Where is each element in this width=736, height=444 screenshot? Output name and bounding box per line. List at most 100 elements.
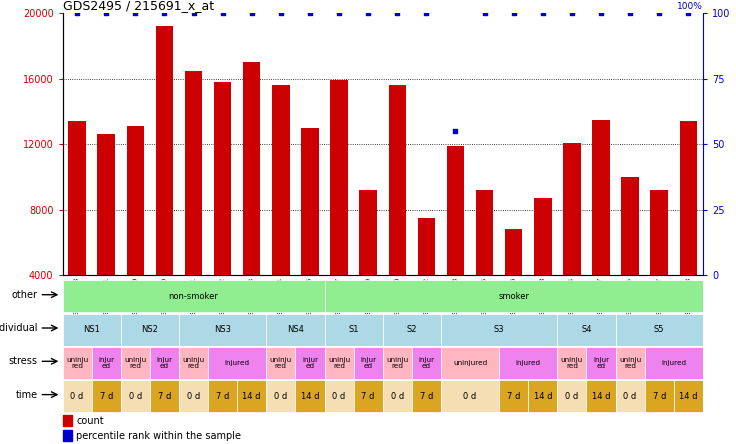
Bar [63, 347, 92, 379]
Text: 7 d: 7 d [99, 392, 113, 401]
Bar [359, 190, 377, 341]
Bar [651, 190, 668, 341]
Point [130, 10, 141, 17]
Text: 0 d: 0 d [71, 392, 84, 401]
Point [188, 10, 199, 17]
Bar [383, 313, 441, 345]
Text: NS2: NS2 [141, 325, 158, 334]
Text: percentile rank within the sample: percentile rank within the sample [76, 431, 241, 440]
Text: 0 d: 0 d [464, 392, 477, 401]
Bar [383, 347, 412, 379]
Text: S1: S1 [348, 325, 359, 334]
Bar [499, 380, 528, 412]
Bar [295, 347, 325, 379]
Text: 7 d: 7 d [361, 392, 375, 401]
Bar [505, 230, 523, 341]
Text: S3: S3 [494, 325, 504, 334]
Bar [150, 380, 179, 412]
Text: injur
ed: injur ed [302, 357, 318, 369]
Bar [679, 121, 697, 341]
Bar [353, 347, 383, 379]
Text: uninju
red: uninju red [619, 357, 641, 369]
Text: stress: stress [9, 356, 38, 366]
Bar [150, 347, 179, 379]
Text: 0 d: 0 d [333, 392, 346, 401]
Text: injur
ed: injur ed [98, 357, 114, 369]
Bar [266, 313, 325, 345]
Text: 0 d: 0 d [623, 392, 637, 401]
Text: 7 d: 7 d [158, 392, 171, 401]
Text: uninjured: uninjured [453, 360, 487, 366]
Bar [673, 380, 703, 412]
Text: injur
ed: injur ed [418, 357, 434, 369]
Text: 0 d: 0 d [565, 392, 578, 401]
Bar [441, 347, 499, 379]
Bar [353, 380, 383, 412]
Bar [179, 347, 208, 379]
Bar [587, 380, 615, 412]
Bar [237, 380, 266, 412]
Bar [295, 380, 325, 412]
Text: injured: injured [516, 360, 541, 366]
Text: time: time [15, 389, 38, 400]
Bar [121, 380, 150, 412]
Text: 7 d: 7 d [507, 392, 520, 401]
Text: other: other [12, 289, 38, 300]
Bar [92, 380, 121, 412]
Point [71, 10, 83, 17]
Bar [92, 347, 121, 379]
Bar [325, 281, 703, 313]
Text: 14 d: 14 d [301, 392, 319, 401]
Bar [528, 380, 557, 412]
Text: NS3: NS3 [214, 325, 231, 334]
Text: injur
ed: injur ed [593, 357, 609, 369]
Text: 7 d: 7 d [653, 392, 666, 401]
Text: injured: injured [661, 360, 687, 366]
Bar [63, 430, 72, 441]
Text: individual: individual [0, 323, 38, 333]
Point [478, 10, 490, 17]
Point [158, 10, 170, 17]
Bar [383, 380, 412, 412]
Text: NS1: NS1 [83, 325, 100, 334]
Point [508, 10, 520, 17]
Bar [266, 380, 295, 412]
Bar [412, 347, 441, 379]
Point [216, 10, 228, 17]
Point [595, 10, 607, 17]
Point [537, 10, 548, 17]
Bar [156, 27, 173, 341]
Bar [127, 126, 144, 341]
Bar [557, 347, 587, 379]
Bar [447, 146, 464, 341]
Bar [615, 380, 645, 412]
Point [333, 10, 345, 17]
Bar [63, 380, 92, 412]
Bar [179, 313, 266, 345]
Bar [615, 313, 703, 345]
Text: injur
ed: injur ed [156, 357, 172, 369]
Bar [63, 415, 72, 426]
Text: uninju
red: uninju red [124, 357, 146, 369]
Bar [208, 347, 266, 379]
Text: injur
ed: injur ed [360, 357, 376, 369]
Point [654, 10, 665, 17]
Bar [121, 347, 150, 379]
Text: uninju
red: uninju red [386, 357, 408, 369]
Bar [266, 347, 295, 379]
Bar [412, 380, 441, 412]
Point [624, 10, 636, 17]
Text: uninju
red: uninju red [328, 357, 350, 369]
Point [246, 10, 258, 17]
Bar [121, 313, 179, 345]
Bar [214, 82, 231, 341]
Point [392, 10, 403, 17]
Text: uninju
red: uninju red [66, 357, 88, 369]
Point [100, 10, 112, 17]
Bar [615, 347, 645, 379]
Bar [325, 313, 383, 345]
Text: 14 d: 14 d [592, 392, 610, 401]
Bar [243, 63, 261, 341]
Bar [557, 380, 587, 412]
Bar [179, 380, 208, 412]
